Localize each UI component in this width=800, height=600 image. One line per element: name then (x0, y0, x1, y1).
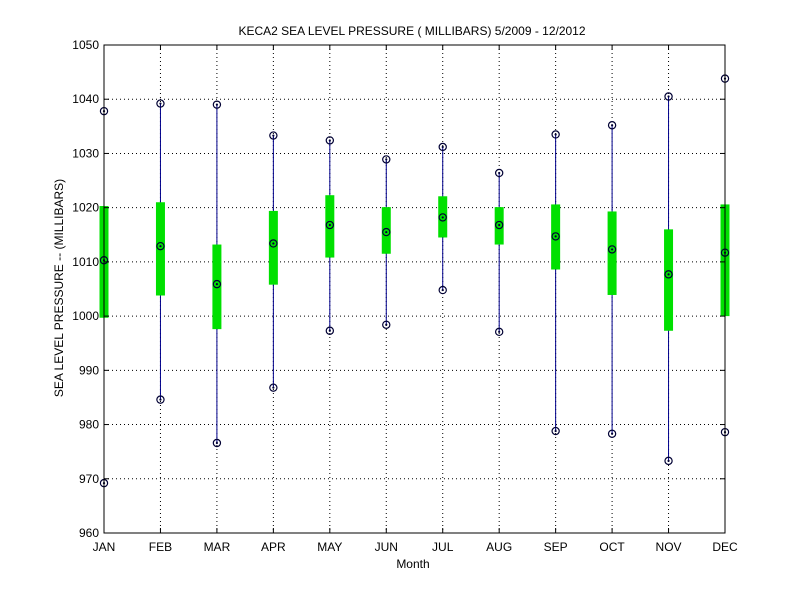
x-axis-ticks: JAN FEB MAR APR MAY JUN JUL AUG SEP OCT NOV DEC (93, 45, 738, 554)
max-marker-jul (438, 142, 447, 152)
y-tick-label: 1040 (72, 92, 99, 106)
x-axis-label: Month (396, 557, 429, 571)
x-tick-label-feb: FEB (149, 540, 172, 554)
x-tick-label-sep: SEP (544, 540, 568, 554)
y-tick-label: 1000 (72, 309, 99, 323)
min-marker-mar (212, 438, 222, 448)
x-tick-label-apr: APR (261, 540, 286, 554)
max-marker-oct (607, 121, 617, 130)
median-marker-aug (494, 220, 504, 230)
iqr-box-jun (381, 207, 391, 254)
median-marker-jul (438, 213, 447, 222)
y-axis-label: SEA LEVEL PRESSURE -- (MILLIBARS) (52, 179, 66, 397)
x-tick-label-may: MAY (317, 540, 342, 554)
iqr-box-mar (212, 244, 222, 330)
max-marker-jun (382, 155, 391, 164)
max-marker-apr (269, 131, 278, 140)
median-marker-mar (212, 279, 222, 289)
min-marker-aug (494, 327, 504, 337)
max-marker-may (325, 136, 335, 145)
min-marker-jul (438, 285, 447, 295)
y-axis-ticks: 960 970 980 990 1000 1010 1020 1030 1040 1050 (72, 38, 725, 540)
min-marker-oct (607, 429, 617, 438)
x-tick-label-oct: OCT (599, 540, 625, 554)
max-marker-feb (156, 99, 165, 108)
median-marker-nov (664, 270, 673, 279)
median-marker-apr (269, 239, 278, 248)
iqr-box-may (325, 195, 335, 258)
max-marker-aug (494, 168, 504, 178)
x-tick-label-jun: JUN (375, 540, 398, 554)
x-tick-label-mar: MAR (204, 540, 231, 554)
x-tick-label-dec: DEC (712, 540, 738, 554)
y-tick-label: 990 (79, 363, 99, 377)
y-tick-label: 1050 (72, 38, 99, 52)
iqr-box-nov (664, 229, 674, 331)
median-marker-sep (551, 232, 560, 241)
x-tick-label-aug: AUG (486, 540, 512, 554)
y-tick-label: 970 (79, 472, 99, 486)
y-tick-label: 960 (79, 526, 99, 540)
iqr-box-feb (155, 202, 165, 296)
grid-lines (104, 45, 725, 533)
x-tick-label-jan: JAN (93, 540, 116, 554)
max-marker-nov (664, 92, 673, 101)
min-marker-feb (156, 395, 165, 404)
median-marker-may (325, 220, 335, 230)
median-marker-oct (607, 245, 617, 254)
y-tick-label: 1010 (72, 255, 99, 269)
chart-title: KECA2 SEA LEVEL PRESSURE ( MILLIBARS) 5/… (238, 24, 585, 38)
min-marker-nov (664, 456, 673, 466)
max-marker-mar (212, 100, 222, 109)
min-marker-jun (382, 320, 391, 329)
y-tick-label: 1030 (72, 146, 99, 160)
median-marker-feb (156, 241, 165, 251)
data-marks (99, 74, 730, 488)
y-tick-label: 1020 (72, 201, 99, 215)
min-marker-may (325, 326, 335, 335)
x-tick-label-nov: NOV (656, 540, 682, 554)
min-marker-sep (551, 426, 560, 436)
y-tick-label: 980 (79, 418, 99, 432)
iqr-box-apr (268, 210, 278, 285)
min-marker-apr (269, 383, 278, 392)
max-marker-sep (551, 130, 560, 139)
median-marker-jun (382, 227, 391, 237)
plot-area-frame (103, 44, 726, 534)
x-tick-label-jul: JUL (432, 540, 454, 554)
